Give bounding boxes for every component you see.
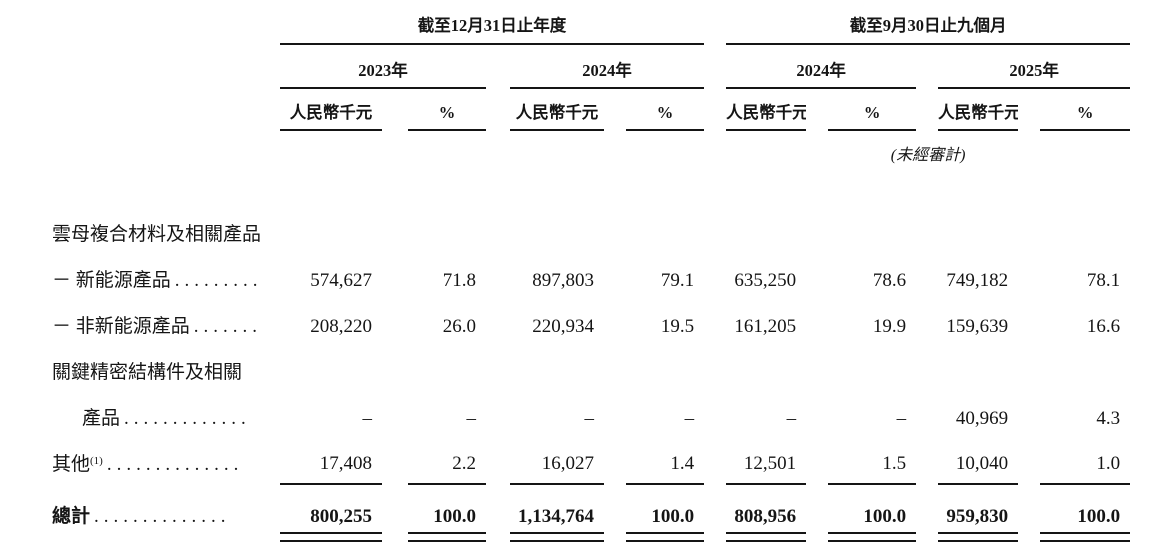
cell-value: 959,830 bbox=[938, 484, 1018, 542]
period-group-header-row: 截至12月31日止年度 截至9月30日止九個月 bbox=[52, 0, 1131, 45]
unit-header-2024-nine-month: 人民幣千元 bbox=[726, 88, 807, 131]
cell-value: 897,803 bbox=[532, 270, 594, 291]
cell-value: 1.4 bbox=[626, 438, 705, 485]
row-label: 雲母複合材料及相關產品 bbox=[52, 224, 262, 245]
dot-leader: ....... bbox=[193, 316, 263, 337]
row-non-new-energy-products: － 非新能源產品....... 208,220 26.0 220,934 19.… bbox=[52, 300, 1130, 346]
row-precision-structural-category: 關鍵精密結構件及相關 bbox=[52, 346, 1130, 392]
cell-value: – bbox=[466, 408, 477, 429]
year-2023-header: 2023年 bbox=[280, 44, 486, 89]
cell-value: 40,969 bbox=[955, 408, 1009, 429]
row-label: 關鍵精密結構件及相關 bbox=[52, 362, 243, 383]
cell-value: 635,250 bbox=[734, 270, 797, 291]
row-others: 其他(1).............. 17,408 2.2 16,027 1.… bbox=[52, 438, 1131, 485]
row-total: 總計.............. 800,255 100.0 1,134,764… bbox=[52, 484, 1130, 542]
cell-value: 1,134,764 bbox=[510, 484, 604, 542]
footnote-marker: (1) bbox=[90, 455, 103, 467]
cell-value: – bbox=[786, 408, 797, 429]
header-body-spacer bbox=[52, 168, 1130, 208]
unit-header-2023: 人民幣千元 bbox=[280, 88, 382, 131]
row-mica-composite-category: 雲母複合材料及相關產品 bbox=[52, 208, 1130, 254]
cell-value: 4.3 bbox=[1096, 408, 1121, 429]
percent-header-2025: % bbox=[1040, 88, 1131, 131]
year-2024-nine-month-header: 2024年 bbox=[726, 44, 917, 89]
cell-value: 800,255 bbox=[280, 484, 382, 542]
cell-value: 78.1 bbox=[1086, 270, 1121, 291]
cell-value: 1.5 bbox=[828, 438, 917, 485]
cell-value: 19.9 bbox=[872, 316, 907, 337]
unit-header-row: 人民幣千元 % 人民幣千元 % 人民幣千元 % 人民幣千元 % bbox=[52, 88, 1131, 131]
group-nine-month-header: 截至9月30日止九個月 bbox=[726, 0, 1131, 45]
cell-value: 161,205 bbox=[734, 316, 797, 337]
cell-value: 71.8 bbox=[442, 270, 476, 291]
cell-value: 808,956 bbox=[726, 484, 806, 542]
cell-value: 100.0 bbox=[828, 484, 916, 542]
row-label: － 新能源產品 bbox=[52, 270, 171, 291]
dot-leader: ......... bbox=[174, 270, 263, 291]
cell-value: 26.0 bbox=[442, 316, 476, 337]
cell-value: 1.0 bbox=[1040, 438, 1131, 485]
row-label: 產品 bbox=[82, 408, 121, 429]
cell-value: 159,639 bbox=[946, 316, 1009, 337]
unit-header-2025: 人民幣千元 bbox=[938, 88, 1019, 131]
year-header-row: 2023年 2024年 2024年 2025年 bbox=[52, 44, 1131, 89]
dot-leader: ............. bbox=[124, 408, 251, 429]
unaudited-note-row: (未經審計) bbox=[52, 130, 1130, 168]
cell-value: 16.6 bbox=[1086, 316, 1121, 337]
cell-value: 2.2 bbox=[408, 438, 486, 485]
cell-value: 16,027 bbox=[510, 438, 604, 485]
cell-value: 220,934 bbox=[532, 316, 594, 337]
cell-value: 100.0 bbox=[1040, 484, 1130, 542]
row-precision-structural-products: 產品............. – – – – – – 40,969 4.3 bbox=[52, 392, 1130, 438]
row-new-energy-products: － 新能源產品......... 574,627 71.8 897,803 79… bbox=[52, 254, 1130, 300]
page: 截至12月31日止年度 截至9月30日止九個月 2023年 2024年 2024… bbox=[52, 0, 1131, 542]
year-2024-header: 2024年 bbox=[510, 44, 705, 89]
revenue-breakdown-table: 截至12月31日止年度 截至9月30日止九個月 2023年 2024年 2024… bbox=[52, 0, 1131, 542]
column-gap bbox=[704, 44, 726, 88]
cell-value: – bbox=[362, 408, 373, 429]
column-gap bbox=[486, 44, 510, 88]
cell-value: 12,501 bbox=[726, 438, 807, 485]
unaudited-note: (未經審計) bbox=[890, 146, 966, 164]
cell-value: 78.6 bbox=[872, 270, 907, 291]
unit-header-2024: 人民幣千元 bbox=[510, 88, 604, 131]
percent-header-2023: % bbox=[408, 88, 486, 131]
cell-value: 749,182 bbox=[946, 270, 1009, 291]
cell-value: 574,627 bbox=[310, 270, 372, 291]
dot-leader: .............. bbox=[94, 506, 231, 527]
cell-value: 79.1 bbox=[660, 270, 695, 291]
row-label: 其他 bbox=[52, 454, 91, 475]
column-gap bbox=[704, 0, 726, 44]
cell-value: 17,408 bbox=[280, 438, 382, 485]
cell-value: 100.0 bbox=[408, 484, 486, 542]
row-label: 總計 bbox=[52, 506, 91, 527]
percent-header-2024: % bbox=[626, 88, 705, 131]
cell-value: 208,220 bbox=[310, 316, 372, 337]
cell-value: – bbox=[896, 408, 907, 429]
cell-value: – bbox=[584, 408, 595, 429]
row-label: － 非新能源產品 bbox=[52, 316, 190, 337]
year-2025-header: 2025年 bbox=[938, 44, 1131, 89]
column-gap bbox=[916, 44, 938, 88]
dot-leader: .............. bbox=[106, 454, 244, 475]
cell-value: – bbox=[684, 408, 695, 429]
cell-value: 19.5 bbox=[660, 316, 695, 337]
label-column-header bbox=[52, 0, 280, 44]
cell-value: 10,040 bbox=[938, 438, 1019, 485]
cell-value: 100.0 bbox=[626, 484, 704, 542]
group-annual-header: 截至12月31日止年度 bbox=[280, 0, 705, 45]
percent-header-2024-nine-month: % bbox=[828, 88, 917, 131]
